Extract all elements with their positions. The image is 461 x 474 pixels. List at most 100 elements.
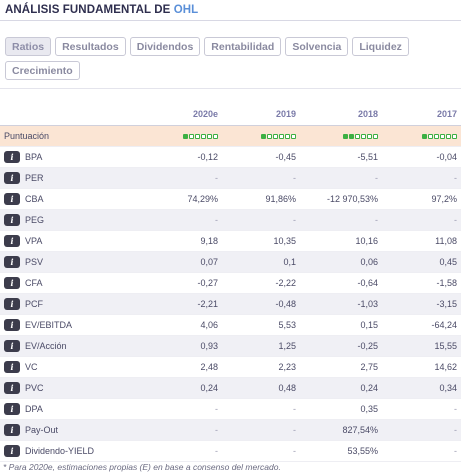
row-label-text: EV/Acción [25, 340, 67, 351]
info-icon[interactable]: i [4, 297, 20, 310]
score-dot-empty [207, 133, 212, 139]
value-cell: 2,75 [299, 356, 381, 378]
score-dot-empty [189, 133, 194, 139]
row-label: i VC [4, 360, 140, 373]
value-cell: -0,45 [221, 146, 299, 168]
ratio-tabs: Ratios Resultados Dividendos Rentabilidad So… [5, 37, 425, 80]
value-cell: -1,03 [299, 293, 381, 315]
row-label-cell: i CBA [0, 188, 140, 210]
value-cell: 2,48 [140, 356, 221, 378]
table-row: i CFA -0,27 -2,22 -0,64 -1,58 [0, 272, 461, 294]
info-icon[interactable]: i [4, 276, 20, 289]
value-cell: -0,48 [221, 293, 299, 315]
table-row: i EV/Acción 0,93 1,25 -0,25 15,55 [0, 335, 461, 357]
value-cell: - [299, 167, 381, 189]
title-prefix: ANÁLISIS FUNDAMENTAL DE [5, 4, 174, 16]
value-cell: 0,35 [299, 398, 381, 420]
info-icon[interactable]: i [4, 192, 20, 205]
score-cell [299, 125, 381, 147]
score-dot-filled [422, 133, 427, 139]
tab-liquidez[interactable]: Liquidez [352, 37, 409, 56]
tab-solvencia[interactable]: Solvencia [285, 37, 349, 56]
info-icon[interactable]: i [4, 171, 20, 184]
value-cell: -12 970,53% [299, 188, 381, 210]
header-label-spacer [0, 104, 140, 126]
tab-resultados[interactable]: Resultados [55, 37, 126, 56]
value-cell: 0,1 [221, 251, 299, 273]
table-row: i Dividendo-YIELD - -53,55% - [0, 440, 461, 462]
value-cell: 10,16 [299, 230, 381, 252]
row-label: i PCF [4, 297, 140, 310]
info-icon[interactable]: i [4, 423, 20, 436]
score-dot-empty [285, 133, 290, 139]
score-dots [422, 133, 457, 139]
table-row: i PSV 0,07 0,1 0,06 0,45 [0, 251, 461, 273]
row-label: i PEG [4, 213, 140, 226]
info-icon[interactable]: i [4, 381, 20, 394]
tab-ratios[interactable]: Ratios [5, 37, 52, 56]
value-cell: - [140, 440, 221, 462]
value-cell: 0,07 [140, 251, 221, 273]
row-label: i BPA [4, 150, 140, 163]
info-icon[interactable]: i [4, 318, 20, 331]
ratios-table: 2020e 2019 2018 2017 Puntuación i BPA -0,12 -0,… [0, 104, 461, 462]
score-dots [183, 133, 218, 139]
value-cell: - [140, 209, 221, 231]
value-cell: -2,21 [140, 293, 221, 315]
value-cell: 0,45 [381, 251, 461, 273]
row-label-text: PEG [25, 214, 45, 225]
row-label-text: EV/EBITDA [25, 319, 73, 330]
info-icon[interactable]: i [4, 402, 20, 415]
info-icon[interactable]: i [4, 360, 20, 373]
row-label: i DPA [4, 402, 140, 415]
info-icon[interactable]: i [4, 150, 20, 163]
value-cell: - [381, 440, 461, 462]
row-label-cell: i VPA [0, 230, 140, 252]
table-row: i PEG - - - - [0, 209, 461, 231]
tab-crecimiento[interactable]: Crecimiento [5, 61, 80, 80]
info-icon[interactable]: i [4, 339, 20, 352]
value-cell: 0,15 [299, 314, 381, 336]
row-label-text: DPA [25, 403, 43, 414]
score-dot-filled [183, 133, 188, 139]
row-label-text: Pay-Out [25, 424, 59, 435]
value-cell: - [140, 398, 221, 420]
score-cell [140, 125, 221, 147]
value-cell: 9,18 [140, 230, 221, 252]
tab-dividendos[interactable]: Dividendos [129, 37, 201, 56]
score-dot-empty [428, 133, 433, 139]
value-cell: -0,04 [381, 146, 461, 168]
tab-rentabilidad[interactable]: Rentabilidad [204, 37, 282, 56]
score-dot-empty [201, 133, 206, 139]
value-cell: 4,06 [140, 314, 221, 336]
value-cell: - [140, 167, 221, 189]
value-cell: - [221, 440, 299, 462]
row-label-text: PER [25, 172, 44, 183]
value-cell: 2,23 [221, 356, 299, 378]
score-cell [221, 125, 299, 147]
value-cell: -0,27 [140, 272, 221, 294]
value-cell: 0,34 [381, 377, 461, 399]
row-label-text: PCF [25, 298, 43, 309]
row-label-cell: i PEG [0, 209, 140, 231]
info-icon[interactable]: i [4, 234, 20, 247]
row-label-text: PVC [25, 382, 44, 393]
row-label-cell: i PER [0, 167, 140, 189]
value-cell: 11,08 [381, 230, 461, 252]
value-cell: -0,64 [299, 272, 381, 294]
info-icon[interactable]: i [4, 213, 20, 226]
table-row: i BPA -0,12 -0,45 -5,51 -0,04 [0, 146, 461, 168]
score-dot-empty [373, 133, 378, 139]
column-header-2020e: 2020e [140, 104, 221, 126]
row-label: i EV/Acción [4, 339, 140, 352]
value-cell: 97,2% [381, 188, 461, 210]
info-icon[interactable]: i [4, 444, 20, 457]
row-label-cell: i EV/Acción [0, 335, 140, 357]
value-cell: -0,12 [140, 146, 221, 168]
row-label-text: CBA [25, 193, 44, 204]
column-header-2017: 2017 [381, 104, 461, 126]
score-label: Puntuación [0, 125, 140, 147]
info-icon[interactable]: i [4, 255, 20, 268]
row-label: i Dividendo-YIELD [4, 444, 140, 457]
value-cell: 15,55 [381, 335, 461, 357]
